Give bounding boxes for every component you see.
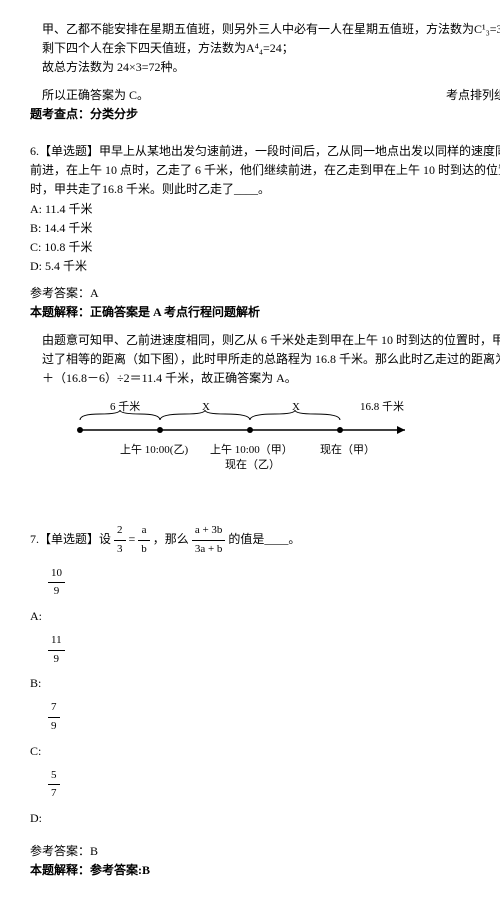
optC-frac: 7 9 — [48, 699, 60, 735]
optB-frac: 11 9 — [48, 632, 65, 668]
q6-explain-header: 本题解释：正确答案是 A 考点行程问题解析 — [30, 303, 500, 322]
q6-option-d: D: 5.4 千米 — [30, 257, 500, 276]
frac-den: 3a + b — [192, 541, 226, 559]
prev-solution-line3: 故总方法数为 24×3=72种。 — [42, 58, 500, 77]
diagram-bottom-mid-a: 上午 10:00（甲） — [210, 443, 293, 456]
question-focus: 题考查点：分类分步 — [30, 105, 500, 124]
q7-stem: 7.【单选题】设 2 3 = a b ，那么 a + 3b 3a + b 的值是… — [30, 522, 500, 558]
q7-option-c: 7 9 C: — [30, 699, 500, 760]
frac-num: 2 — [114, 522, 126, 541]
q7-option-b: 11 9 B: — [30, 632, 500, 693]
q6-option-b: B: 14.4 千米 — [30, 219, 500, 238]
q6-option-c: C: 10.8 千米 — [30, 238, 500, 257]
frac-den: 3 — [114, 541, 126, 559]
frac-den: 9 — [48, 718, 60, 736]
q6-answer: 参考答案：A — [30, 284, 500, 303]
optD-label: D: — [30, 811, 42, 825]
diagram-label-6km: 6 千米 — [110, 400, 140, 413]
frac-num: 11 — [48, 632, 65, 651]
frac-num: 10 — [48, 565, 65, 584]
q7-explain-header: 本题解释：参考答案:B — [30, 861, 500, 880]
frac-num: a — [138, 522, 150, 541]
diagram-bottom-mid-b: 现在（乙） — [225, 458, 280, 471]
q7-expr-frac: a + 3b 3a + b — [192, 522, 226, 558]
q7-frac-rhs: a b — [138, 522, 150, 558]
prev-solution-line2: 剩下四个人在余下四天值班，方法数为A⁴₄=24； — [42, 39, 500, 58]
frac-den: 9 — [48, 651, 65, 669]
frac-num: 5 — [48, 767, 60, 786]
frac-den: 7 — [48, 785, 60, 803]
q7-option-d: 5 7 D: — [30, 767, 500, 828]
q7-frac-lhs: 2 3 — [114, 522, 126, 558]
distance-diagram: 6 千米 X X 16.8 千米 上午 10:00(乙) 上午 10:00（甲）… — [70, 398, 500, 494]
q7-stem-post: 的值是____。 — [228, 532, 300, 546]
optA-frac: 10 9 — [48, 565, 65, 601]
diagram-bottom-right: 现在（甲） — [320, 443, 375, 456]
q6-stem: 6.【单选题】甲早上从某地出发匀速前进，一段时间后，乙从同一地点出发以同样的速度… — [30, 142, 500, 200]
frac-den: 9 — [48, 583, 65, 601]
q7-stem-pre: 7.【单选题】设 — [30, 532, 111, 546]
q7-option-a: 10 9 A: — [30, 565, 500, 626]
prev-solution-line1: 甲、乙都不能安排在星期五值班，则另外三人中必有一人在星期五值班，方法数为C¹₃=… — [42, 20, 500, 39]
optD-frac: 5 7 — [48, 767, 60, 803]
diagram-label-168km: 16.8 千米 — [360, 400, 404, 413]
topic-tag: 考点排列组合问 — [446, 86, 500, 105]
q6-explain-body: 由题意可知甲、乙前进速度相同，则乙从 6 千米处走到甲在上午 10 时到达的位置… — [42, 331, 500, 389]
optA-label: A: — [30, 609, 42, 623]
q7-answer: 参考答案：B — [30, 842, 500, 861]
frac-num: 7 — [48, 699, 60, 718]
frac-num: a + 3b — [192, 522, 226, 541]
q7-stem-mid: ，那么 — [153, 532, 189, 546]
diagram-bottom-left: 上午 10:00(乙) — [120, 443, 188, 456]
prev-solution-conclusion: 所以正确答案为 C。 — [42, 88, 149, 102]
optC-label: C: — [30, 744, 41, 758]
q6-option-a: A: 11.4 千米 — [30, 200, 500, 219]
optB-label: B: — [30, 676, 41, 690]
frac-den: b — [138, 541, 150, 559]
